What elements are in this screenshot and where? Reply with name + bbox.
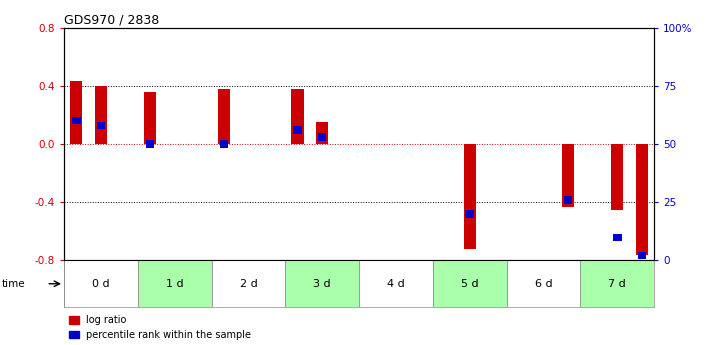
Bar bbox=[613, 234, 621, 241]
Bar bbox=[562, 144, 574, 207]
Bar bbox=[292, 89, 304, 144]
Bar bbox=[580, 260, 654, 307]
Text: GDS970 / 2838: GDS970 / 2838 bbox=[64, 13, 159, 27]
Bar bbox=[506, 260, 580, 307]
Bar bbox=[218, 89, 230, 144]
Bar bbox=[138, 260, 212, 307]
Text: 5 d: 5 d bbox=[461, 279, 479, 289]
Text: 2 d: 2 d bbox=[240, 279, 257, 289]
Text: time: time bbox=[2, 279, 26, 289]
Bar bbox=[611, 144, 624, 209]
Bar bbox=[293, 126, 302, 134]
Bar bbox=[636, 144, 648, 255]
Bar bbox=[220, 140, 228, 148]
Text: 4 d: 4 d bbox=[387, 279, 405, 289]
Text: 0 d: 0 d bbox=[92, 279, 109, 289]
Bar bbox=[72, 117, 80, 125]
Text: 3 d: 3 d bbox=[314, 279, 331, 289]
Bar bbox=[359, 260, 433, 307]
Bar bbox=[464, 144, 476, 249]
Bar bbox=[564, 196, 572, 204]
Bar bbox=[146, 140, 154, 148]
Text: 7 d: 7 d bbox=[609, 279, 626, 289]
Bar bbox=[638, 252, 646, 259]
Bar bbox=[70, 81, 82, 144]
Bar bbox=[97, 122, 105, 129]
Bar bbox=[433, 260, 506, 307]
Bar bbox=[212, 260, 285, 307]
Bar bbox=[318, 134, 326, 141]
Text: 1 d: 1 d bbox=[166, 279, 183, 289]
Bar bbox=[316, 122, 328, 144]
Bar bbox=[64, 260, 138, 307]
Bar bbox=[285, 260, 359, 307]
Legend: log ratio, percentile rank within the sample: log ratio, percentile rank within the sa… bbox=[69, 315, 252, 340]
Bar bbox=[95, 86, 107, 144]
Text: 6 d: 6 d bbox=[535, 279, 552, 289]
Bar bbox=[466, 210, 474, 218]
Bar bbox=[144, 92, 156, 144]
